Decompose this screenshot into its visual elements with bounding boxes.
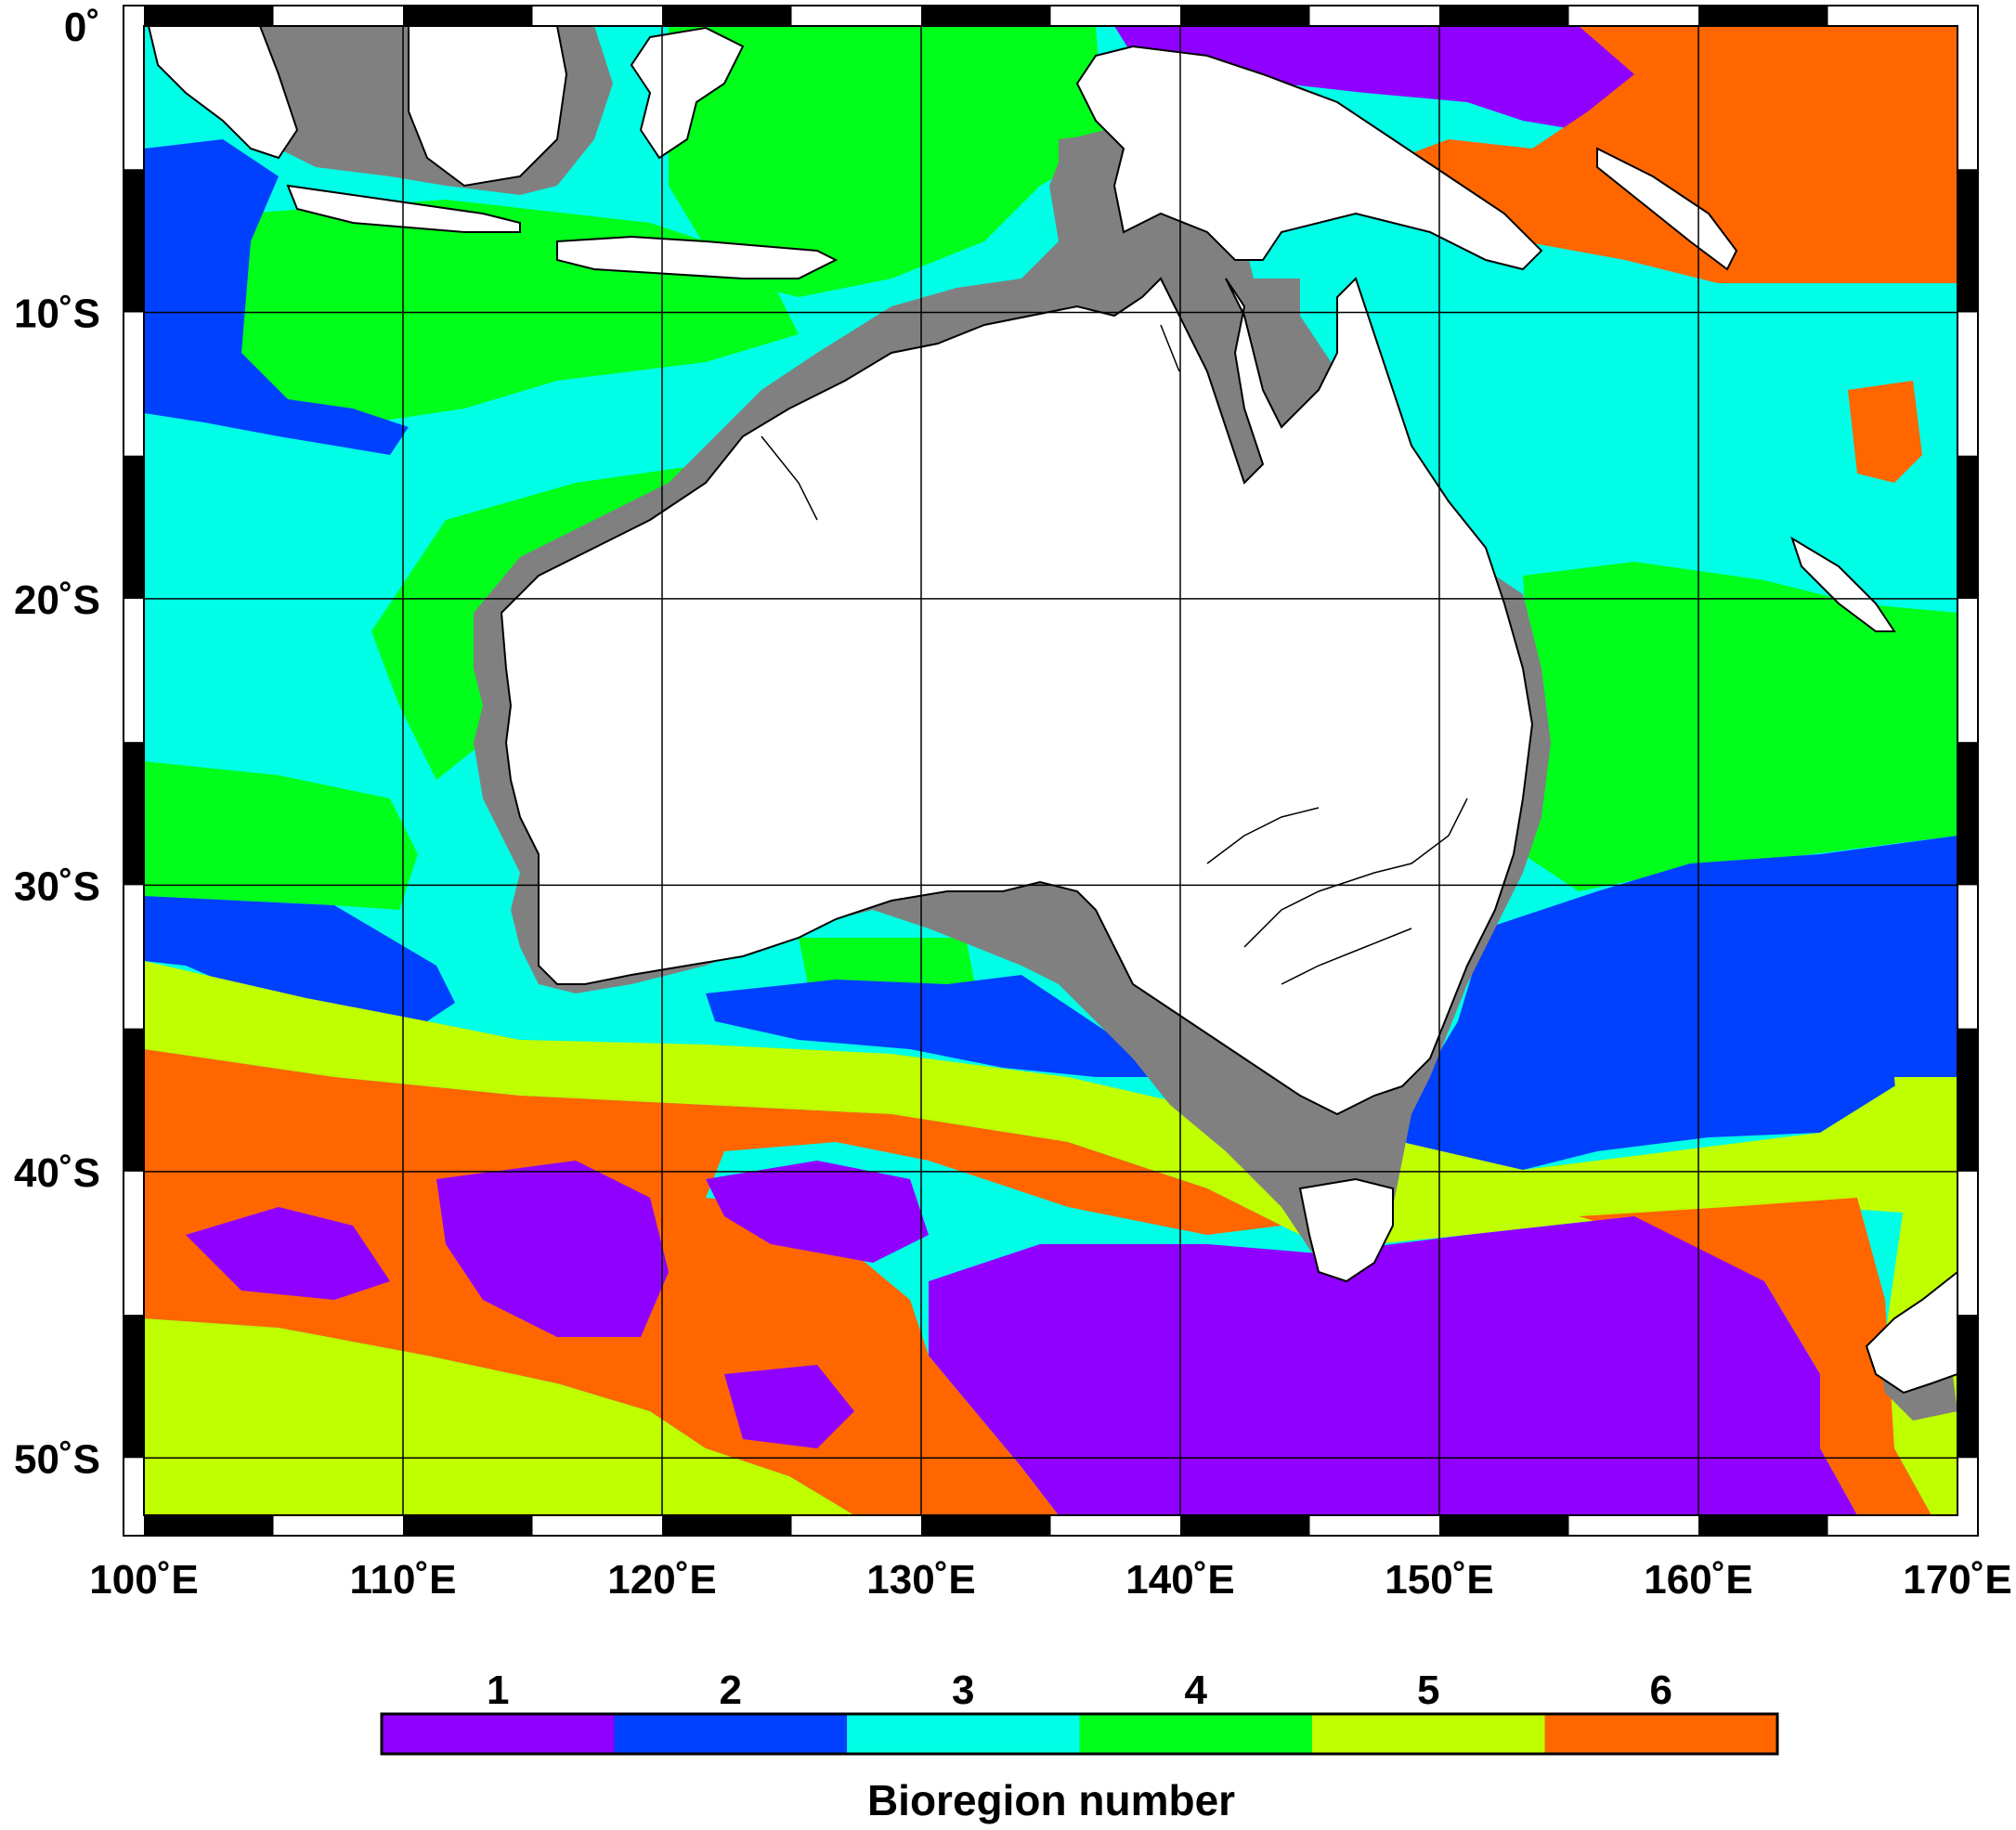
longitude-labels: 100˚E 110˚E 120˚E 130˚E 140˚E 150˚E 160˚E 170˚E bbox=[89, 1557, 2011, 1603]
legend-title: Bioregion number bbox=[867, 1776, 1235, 1824]
frame-segment-left bbox=[124, 455, 144, 599]
land-borneo bbox=[408, 26, 568, 188]
frame-segment-top bbox=[662, 6, 792, 26]
longitude-tick-label: 120˚E bbox=[607, 1557, 716, 1603]
bioregion-6-northeast bbox=[1374, 26, 1957, 283]
longitude-tick-label: 160˚E bbox=[1644, 1557, 1752, 1603]
latitude-tick-label: 40˚S bbox=[14, 1150, 100, 1196]
bioregion-6-newcaledonia-patch bbox=[1848, 381, 1922, 483]
legend-number-4: 4 bbox=[1185, 1668, 1208, 1713]
land-newzealand bbox=[1865, 1270, 1957, 1395]
frame-segment-right bbox=[1957, 742, 1978, 886]
graticule bbox=[144, 26, 1957, 1515]
frame-segment-left bbox=[124, 1028, 144, 1172]
frame-segment-top bbox=[921, 6, 1051, 26]
latitude-tick-label: 0˚ bbox=[64, 5, 100, 50]
latitude-labels: 0˚ 10˚S 20˚S 30˚S 40˚S 50˚S bbox=[14, 5, 100, 1482]
frame-segment-left bbox=[124, 742, 144, 886]
longitude-tick-label: 110˚E bbox=[350, 1557, 457, 1603]
map-frame bbox=[123, 5, 1979, 1537]
longitude-tick-label: 130˚E bbox=[866, 1557, 975, 1603]
land-sulawesi bbox=[630, 26, 745, 160]
legend-swatches bbox=[382, 1714, 1777, 1754]
bioregion-2-bight bbox=[706, 975, 1161, 1077]
latitude-tick-label: 50˚S bbox=[14, 1436, 100, 1482]
latitude-tick-label: 20˚S bbox=[14, 578, 100, 623]
frame-segment-right bbox=[1957, 1028, 1978, 1172]
frame-segment-top bbox=[1439, 6, 1569, 26]
bioregion-2-tasman bbox=[1402, 836, 1957, 1179]
river-lines bbox=[761, 324, 1468, 985]
frame-segment-bottom bbox=[1439, 1515, 1569, 1536]
longitude-tick-label: 100˚E bbox=[89, 1557, 198, 1603]
frame-segment-top bbox=[1180, 6, 1310, 26]
colorbar-legend: 1 2 3 4 5 6 Bioregion number bbox=[380, 1668, 1779, 1824]
legend-swatch-5 bbox=[1312, 1714, 1545, 1754]
legend-number-5: 5 bbox=[1417, 1668, 1439, 1713]
colorbar-outline bbox=[380, 1712, 1779, 1756]
land-tasmania bbox=[1298, 1177, 1394, 1283]
land-solomons bbox=[1596, 147, 1738, 271]
frame-segment-right bbox=[1957, 455, 1978, 599]
frame-segment-top bbox=[1698, 6, 1828, 26]
legend-number-2: 2 bbox=[720, 1668, 742, 1713]
land-lesser-sunda bbox=[556, 235, 839, 279]
longitude-tick-label: 170˚E bbox=[1903, 1557, 2011, 1603]
legend-swatch-6 bbox=[1544, 1714, 1777, 1754]
legend-numbers: 1 2 3 4 5 6 bbox=[487, 1668, 1672, 1713]
frame-segment-left bbox=[124, 1315, 144, 1459]
bioregion-1-north bbox=[1114, 26, 1634, 130]
bioregion-2-west bbox=[144, 896, 455, 1021]
land-java bbox=[286, 184, 521, 233]
frame-segment-top bbox=[144, 6, 274, 26]
bioregion-5-south bbox=[144, 961, 1957, 1244]
land-newguinea bbox=[1075, 45, 1543, 271]
legend-number-6: 6 bbox=[1650, 1668, 1672, 1713]
frame-segment-right bbox=[1957, 1315, 1978, 1459]
frame-segment-bottom bbox=[921, 1515, 1051, 1536]
frame-segment-bottom bbox=[1180, 1515, 1310, 1536]
frame-segment-right bbox=[1957, 169, 1978, 313]
bioregion-2-northwest bbox=[144, 139, 409, 455]
bioregion-4-east bbox=[1523, 562, 1957, 891]
legend-number-1: 1 bbox=[487, 1668, 509, 1713]
frame-segment-top bbox=[403, 6, 533, 26]
land-newcaledonia bbox=[1790, 536, 1896, 632]
bioregion-6-southeast bbox=[1579, 1198, 1931, 1515]
frame-segment-bottom bbox=[144, 1515, 274, 1536]
bioregion-4-bight bbox=[799, 938, 975, 984]
bioregion-1-south bbox=[929, 1216, 1857, 1515]
bioregion-5-southwest bbox=[144, 1318, 854, 1515]
land-sumatra bbox=[147, 26, 299, 160]
frame-segment-bottom bbox=[403, 1515, 533, 1536]
bioregion-4-north bbox=[669, 26, 1105, 297]
legend-number-3: 3 bbox=[952, 1668, 974, 1713]
latitude-tick-label: 30˚S bbox=[14, 863, 100, 909]
land-masses bbox=[147, 26, 1957, 1395]
latitude-tick-label: 10˚S bbox=[14, 291, 100, 336]
legend-swatch-4 bbox=[1079, 1714, 1312, 1754]
frame-segment-bottom bbox=[1698, 1515, 1828, 1536]
legend-swatch-2 bbox=[614, 1714, 847, 1754]
legend-swatch-3 bbox=[847, 1714, 1080, 1754]
bioregion-4-southwest bbox=[144, 761, 418, 910]
bioregion-1-southwest-patches bbox=[186, 1161, 929, 1448]
legend-swatch-1 bbox=[382, 1714, 615, 1754]
longitude-tick-label: 150˚E bbox=[1385, 1557, 1493, 1603]
longitude-tick-label: 140˚E bbox=[1125, 1557, 1234, 1603]
frame-segment-bottom bbox=[662, 1515, 792, 1536]
frame-segment-left bbox=[124, 169, 144, 313]
bioregion-6-south bbox=[144, 1049, 1281, 1515]
